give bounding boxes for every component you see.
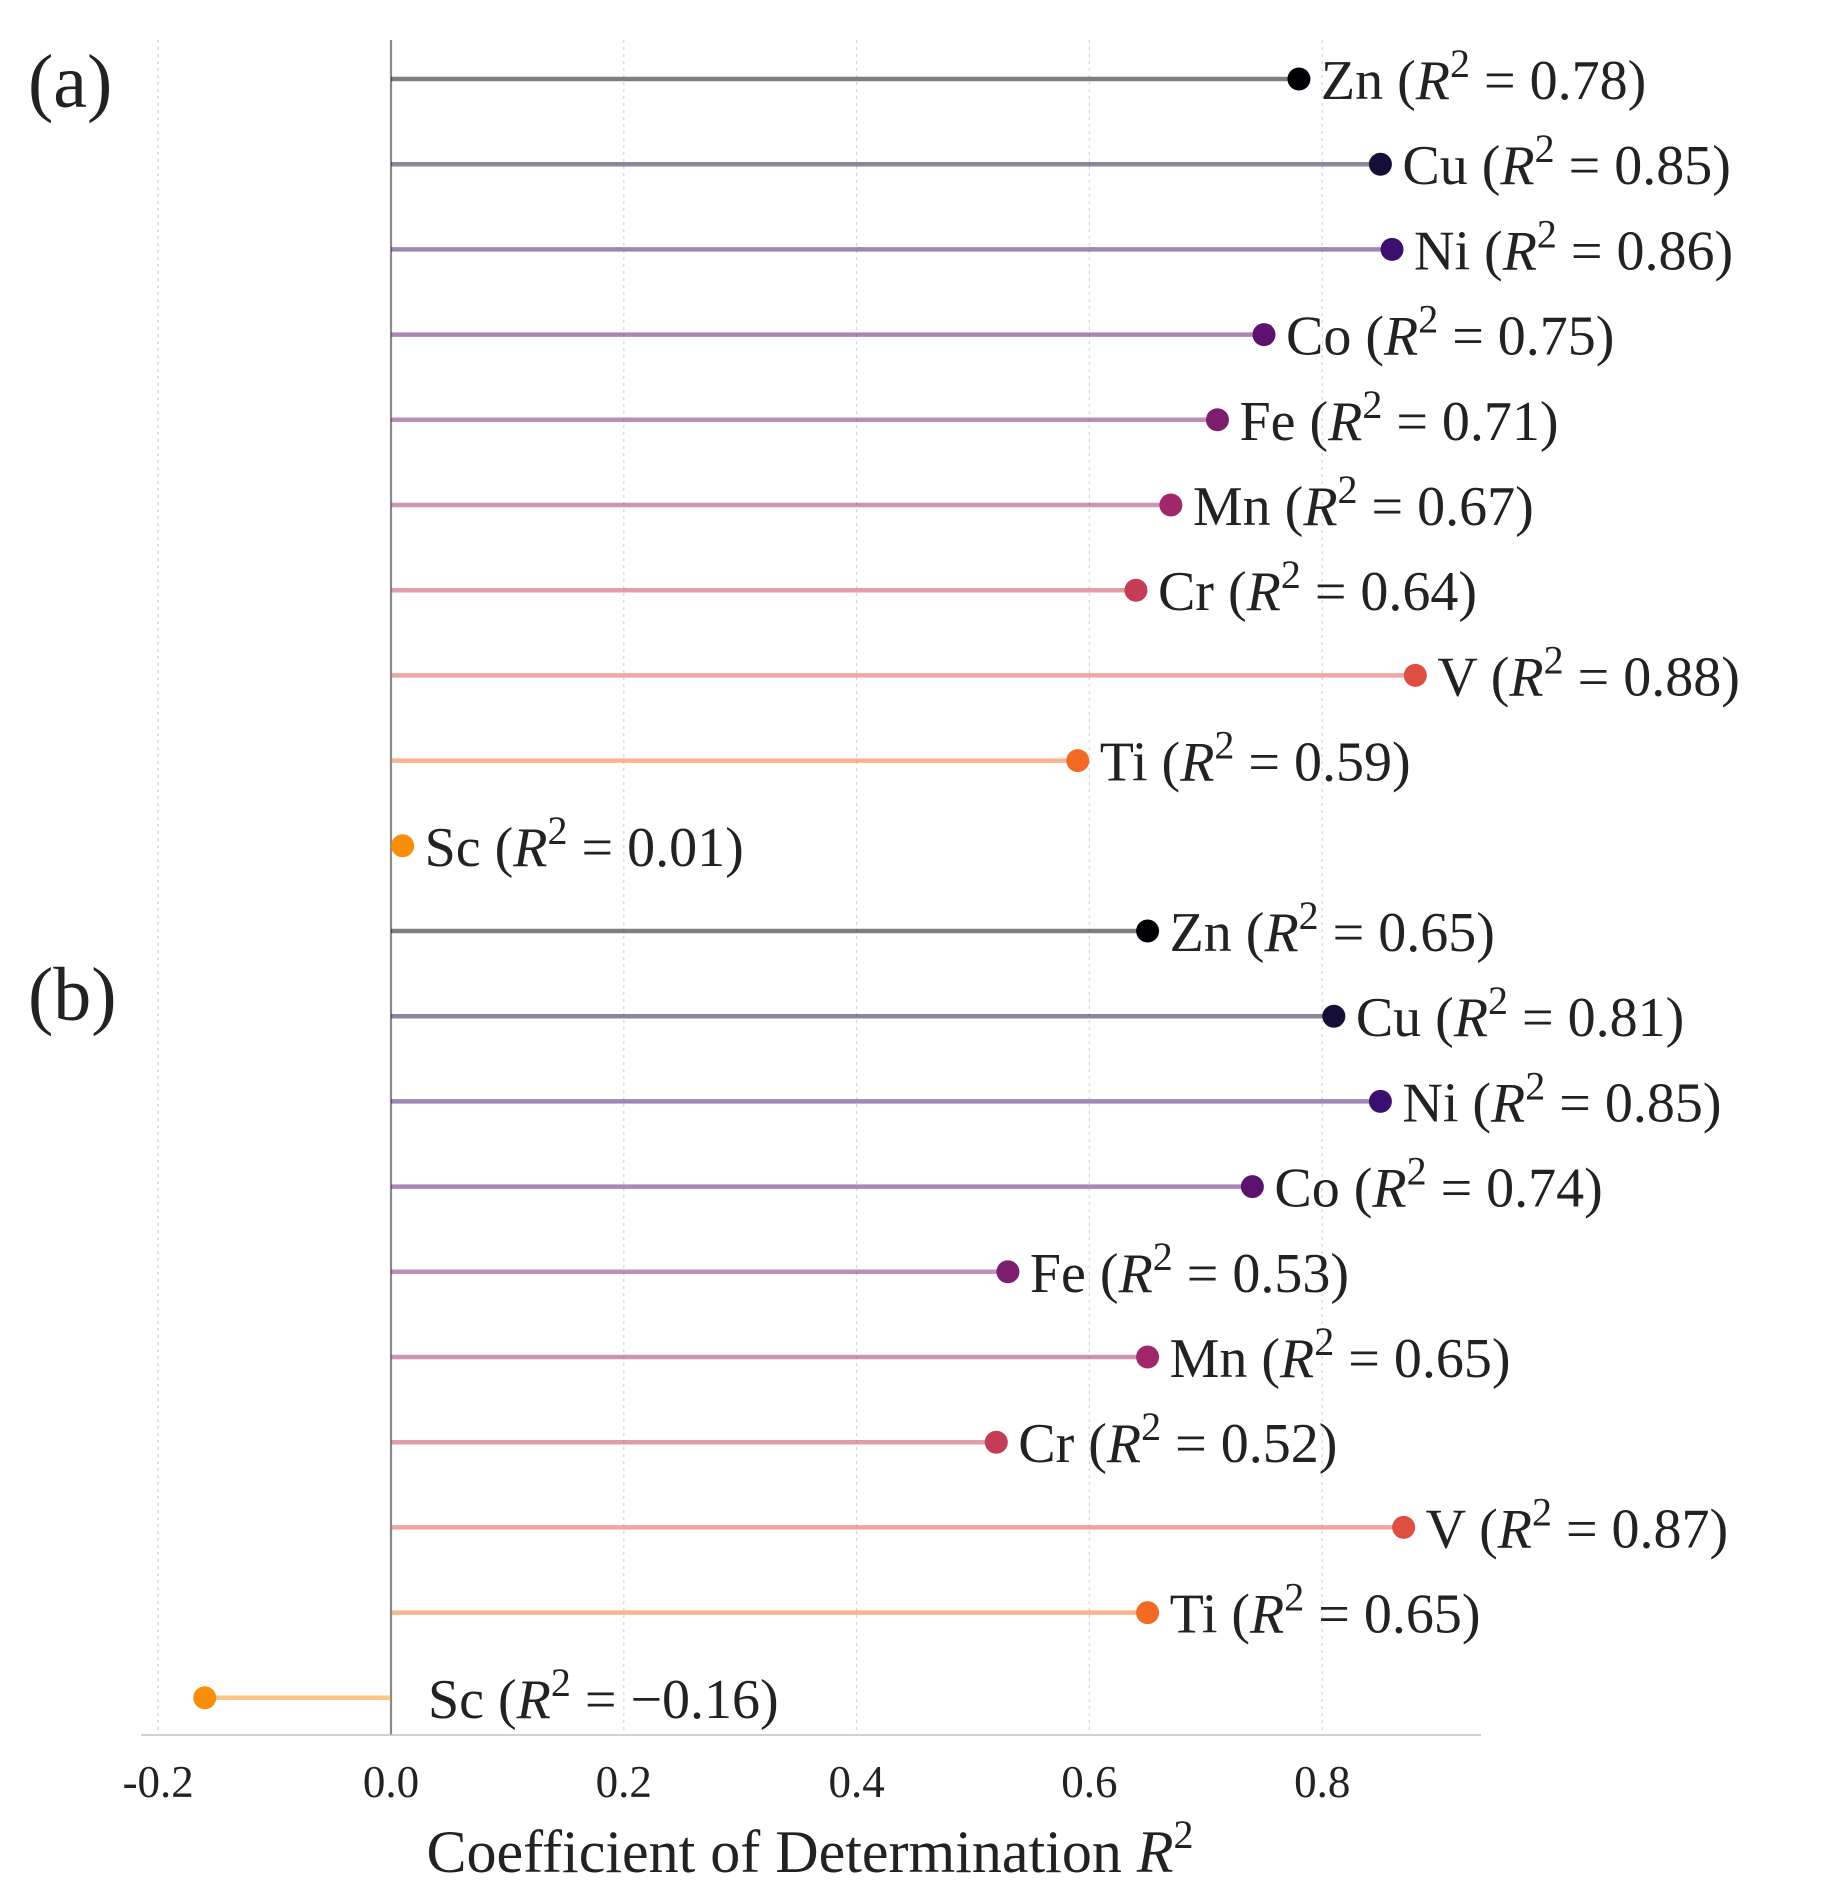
point-label: Cu (R2 = 0.85)	[1402, 126, 1730, 197]
x-axis-title: Coefficient of Determination R2	[427, 1812, 1194, 1885]
lollipop-ti: Ti (R2 = 0.65)	[391, 1575, 1481, 1646]
point-label: Sc (R2 = −0.16)	[428, 1660, 779, 1731]
data-point	[1136, 1601, 1160, 1625]
lollipop-mn: Mn (R2 = 0.67)	[391, 467, 1534, 538]
data-point	[193, 1686, 217, 1710]
lollipop-cu: Cu (R2 = 0.81)	[391, 978, 1684, 1049]
data-point	[1392, 1515, 1416, 1539]
point-label: Cr (R2 = 0.64)	[1158, 552, 1477, 623]
data-point	[1368, 1089, 1392, 1113]
point-label: Cu (R2 = 0.81)	[1356, 978, 1684, 1049]
point-label: Co (R2 = 0.75)	[1286, 297, 1614, 368]
data-point	[1380, 237, 1404, 261]
data-point	[1136, 919, 1160, 943]
point-label: Zn (R2 = 0.65)	[1170, 893, 1495, 964]
lollipop-zn: Zn (R2 = 0.78)	[391, 41, 1646, 112]
x-tick-label: -0.2	[123, 1757, 194, 1807]
point-label: V (R2 = 0.87)	[1426, 1489, 1729, 1560]
x-axis: -0.2 0.0 0.2 0.4 0.6 0.8 Coefficient of Determ…	[123, 1734, 1481, 1885]
x-tick-label: 0.8	[1294, 1757, 1350, 1807]
data-point	[1066, 749, 1090, 773]
lollipop-cr: Cr (R2 = 0.52)	[391, 1404, 1337, 1475]
point-label: Ti (R2 = 0.65)	[1170, 1575, 1481, 1646]
x-tick-label: 0.0	[363, 1757, 419, 1807]
point-label: V (R2 = 0.88)	[1437, 637, 1740, 708]
lollipop-co: Co (R2 = 0.75)	[391, 297, 1614, 368]
x-tick-label: 0.4	[828, 1757, 884, 1807]
point-label: Sc (R2 = 0.01)	[425, 808, 744, 879]
panel-label: (a)	[28, 40, 112, 124]
point-label: Ni (R2 = 0.85)	[1402, 1063, 1721, 1134]
lollipop-sc: Sc (R2 = −0.16)	[193, 1660, 779, 1731]
point-label: Co (R2 = 0.74)	[1274, 1149, 1602, 1220]
point-label: Mn (R2 = 0.67)	[1193, 467, 1534, 538]
grid	[157, 40, 1323, 1735]
lollipop-cr: Cr (R2 = 0.64)	[391, 552, 1477, 623]
data-point	[1403, 663, 1427, 687]
x-tick-label: 0.2	[596, 1757, 652, 1807]
panel-1: Zn (R2 = 0.65) Cu (R2 = 0.81) Ni (R2 = 0.8…	[193, 893, 1728, 1731]
point-label: Ni (R2 = 0.86)	[1414, 211, 1733, 282]
point-label: Mn (R2 = 0.65)	[1170, 1319, 1511, 1390]
lollipop-fe: Fe (R2 = 0.71)	[391, 382, 1559, 453]
data-point	[1368, 152, 1392, 176]
data-point	[1240, 1175, 1264, 1199]
plot-area: Zn (R2 = 0.78) Cu (R2 = 0.85) Ni (R2 = 0.8…	[193, 41, 1740, 1731]
lollipop-fe: Fe (R2 = 0.53)	[391, 1234, 1349, 1305]
lollipop-co: Co (R2 = 0.74)	[391, 1149, 1603, 1220]
lollipop-zn: Zn (R2 = 0.65)	[391, 893, 1495, 964]
lollipop-ni: Ni (R2 = 0.85)	[391, 1063, 1722, 1134]
panel-0: Zn (R2 = 0.78) Cu (R2 = 0.85) Ni (R2 = 0.8…	[391, 41, 1740, 879]
data-point	[1205, 408, 1229, 432]
lollipop-ti: Ti (R2 = 0.59)	[391, 723, 1411, 794]
point-label: Zn (R2 = 0.78)	[1321, 41, 1646, 112]
data-point	[1287, 67, 1311, 91]
data-point	[1252, 323, 1276, 347]
data-point	[391, 834, 415, 858]
lollipop-v: V (R2 = 0.88)	[391, 637, 1740, 708]
point-label: Ti (R2 = 0.59)	[1100, 723, 1411, 794]
data-point	[1322, 1004, 1346, 1028]
lollipop-mn: Mn (R2 = 0.65)	[391, 1319, 1511, 1390]
data-point	[1124, 578, 1148, 602]
lollipop-ni: Ni (R2 = 0.86)	[391, 211, 1733, 282]
lollipop-cu: Cu (R2 = 0.85)	[391, 126, 1731, 197]
lollipop-v: V (R2 = 0.87)	[391, 1489, 1728, 1560]
point-label: Fe (R2 = 0.71)	[1239, 382, 1558, 453]
point-label: Cr (R2 = 0.52)	[1018, 1404, 1337, 1475]
panel-label: (b)	[28, 953, 117, 1037]
x-tick-label: 0.6	[1061, 1757, 1117, 1807]
data-point	[1136, 1345, 1160, 1369]
data-point	[1159, 493, 1183, 517]
data-point	[984, 1430, 1008, 1454]
panel-labels: (a) (b)	[28, 40, 117, 1037]
data-point	[996, 1260, 1020, 1284]
lollipop-sc: Sc (R2 = 0.01)	[391, 808, 744, 879]
point-label: Fe (R2 = 0.53)	[1030, 1234, 1349, 1305]
